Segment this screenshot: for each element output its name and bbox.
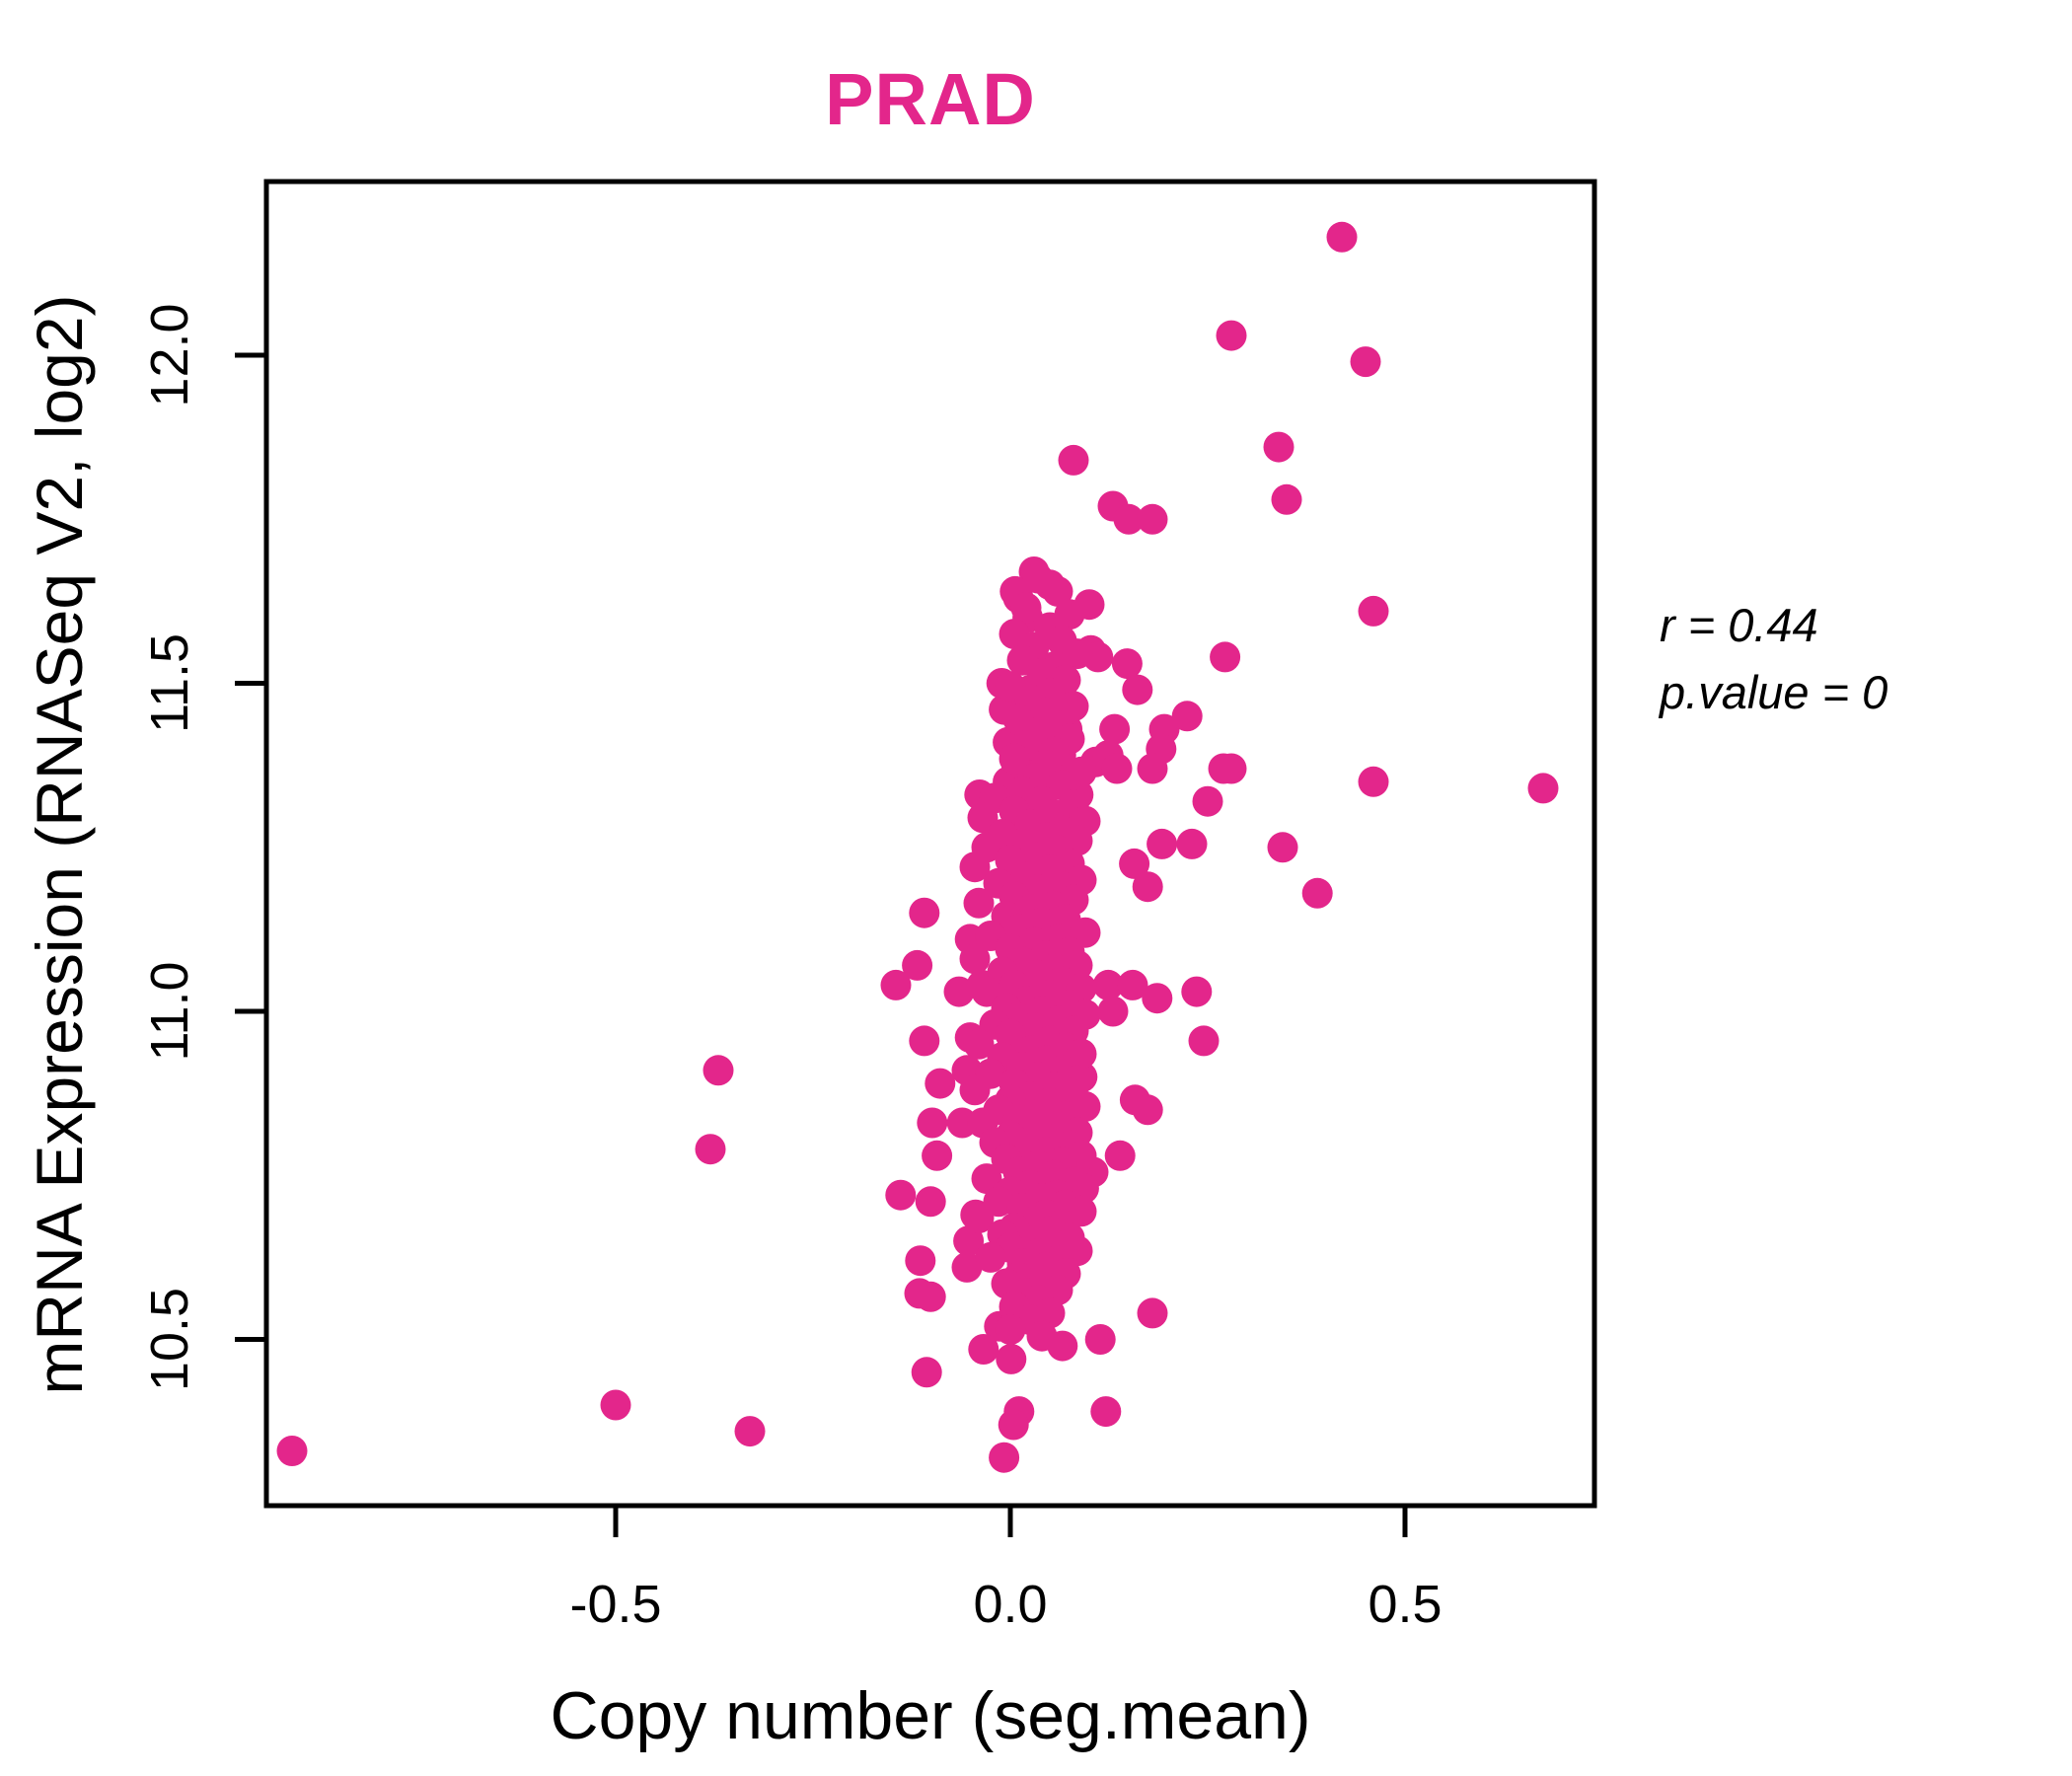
x-axis-ticks: -0.5 0.0 0.5 — [569, 1506, 1443, 1634]
data-point — [963, 1028, 995, 1060]
data-point — [1171, 701, 1203, 732]
data-point — [996, 1343, 1027, 1374]
y-tick-label: 12.0 — [140, 303, 199, 407]
x-tick-label: 0.0 — [973, 1575, 1047, 1634]
data-point — [953, 1225, 985, 1257]
data-point — [734, 1416, 766, 1447]
data-point — [1137, 753, 1168, 784]
data-point — [1216, 753, 1247, 784]
data-point — [1111, 648, 1143, 680]
data-point — [1092, 969, 1124, 1000]
data-point — [1142, 983, 1173, 1014]
correlation-r-text: r = 0.44 — [1660, 599, 1818, 651]
plot-border — [263, 179, 1597, 1509]
data-point — [695, 1134, 726, 1165]
data-point — [1301, 877, 1333, 909]
data-point — [880, 969, 912, 1000]
data-point — [999, 743, 1030, 775]
data-point — [915, 1281, 946, 1312]
x-axis-label: Copy number (seg.mean) — [550, 1678, 1311, 1753]
y-tick-label: 11.0 — [140, 961, 199, 1061]
x-tick-label: 0.5 — [1368, 1575, 1442, 1634]
y-axis-ticks: 10.5 11.0 11.5 12.0 — [140, 303, 266, 1391]
data-point — [951, 1251, 983, 1283]
data-point — [1132, 1094, 1163, 1126]
y-axis-label: mRNA Expression (RNASeq V2, log2) — [23, 294, 96, 1395]
data-point — [902, 949, 933, 981]
data-point — [1117, 969, 1148, 1000]
data-point — [911, 1357, 942, 1388]
scatter-points — [276, 221, 1559, 1473]
data-point — [909, 897, 940, 928]
data-point — [703, 1055, 734, 1086]
data-point — [1062, 638, 1093, 670]
data-point — [975, 1241, 1006, 1273]
data-point — [1267, 832, 1298, 863]
data-point — [1181, 976, 1213, 1007]
data-point — [963, 887, 995, 919]
y-tick-label: 11.5 — [140, 633, 199, 733]
data-point — [1058, 444, 1089, 476]
correlation-annotation: r = 0.44 p.value = 0 — [1660, 592, 1887, 726]
data-point — [963, 1203, 995, 1233]
data-point — [1263, 431, 1295, 463]
data-point — [959, 943, 991, 975]
data-point — [959, 1074, 991, 1106]
data-point — [1192, 785, 1223, 817]
data-point — [885, 1179, 917, 1211]
data-point — [1099, 713, 1131, 745]
data-point — [1026, 1320, 1058, 1352]
data-point — [1090, 1396, 1122, 1428]
data-point — [917, 1107, 948, 1139]
data-point — [971, 1163, 1002, 1195]
data-point — [1084, 1324, 1116, 1355]
data-point — [1326, 221, 1358, 253]
data-point — [1176, 828, 1208, 859]
data-point — [1350, 346, 1381, 378]
data-point — [1271, 483, 1302, 515]
data-point — [1137, 503, 1168, 535]
data-point — [1358, 766, 1389, 797]
data-point — [1216, 320, 1247, 351]
data-point — [989, 1442, 1020, 1473]
data-point — [276, 1436, 308, 1466]
data-point — [909, 1025, 940, 1057]
data-point — [1010, 592, 1042, 624]
correlation-p-text: p.value = 0 — [1660, 666, 1888, 719]
data-point — [1101, 753, 1133, 784]
data-point — [915, 1186, 946, 1218]
data-point — [1113, 503, 1145, 535]
data-point — [998, 1409, 1029, 1441]
data-point — [1527, 773, 1559, 804]
data-point — [995, 1314, 1026, 1345]
data-point — [1147, 828, 1178, 859]
data-point — [1119, 848, 1150, 879]
x-tick-label: -0.5 — [569, 1575, 661, 1634]
data-point — [1132, 871, 1163, 903]
chart-title: PRAD — [825, 58, 1036, 140]
data-point — [600, 1389, 631, 1421]
data-point — [1097, 996, 1129, 1027]
data-point — [1137, 1297, 1168, 1329]
data-point — [905, 1245, 936, 1277]
data-point — [1104, 1140, 1136, 1171]
data-point — [1358, 595, 1389, 627]
data-point — [1042, 575, 1073, 607]
data-point — [968, 1334, 999, 1365]
y-tick-label: 10.5 — [140, 1288, 199, 1391]
data-point — [1122, 674, 1153, 705]
data-point — [1210, 641, 1241, 673]
data-point — [959, 851, 991, 883]
data-point — [1188, 1025, 1220, 1057]
data-point — [925, 1068, 956, 1099]
data-point — [922, 1140, 953, 1171]
